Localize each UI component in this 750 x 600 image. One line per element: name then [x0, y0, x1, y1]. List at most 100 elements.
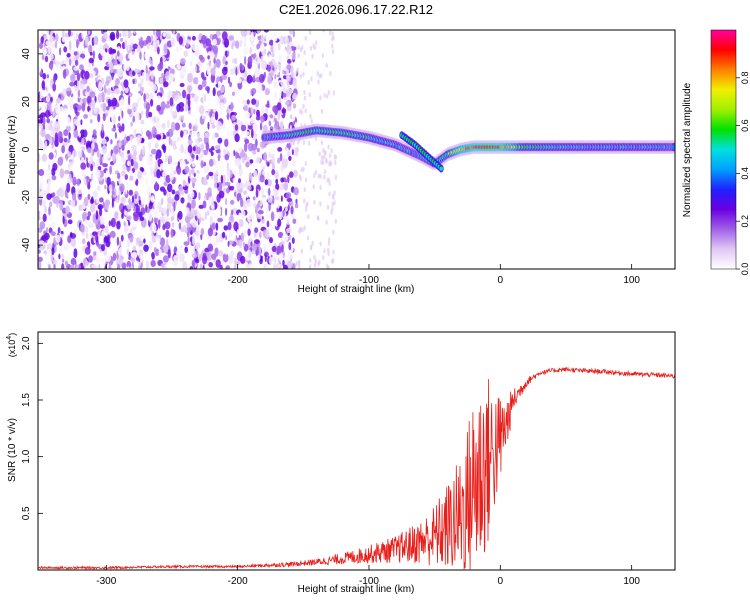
spectrogram-noise-cell [192, 77, 199, 85]
spectrogram-noise-cell [322, 30, 325, 33]
spectrogram-y-tick-label: 20 [21, 96, 32, 108]
spectrogram-noise-cell [111, 189, 115, 196]
spectrogram-noise-cell [88, 156, 94, 163]
spectrogram-noise-cell [136, 134, 142, 144]
spectrogram-noise-cell [60, 189, 65, 198]
spectrogram-noise-cell [166, 208, 169, 217]
spectrogram-noise-cell [290, 205, 294, 215]
spectrogram-noise-cell [104, 225, 109, 234]
spectrogram-noise-cell [89, 91, 96, 98]
spectrogram-noise-cell [311, 240, 314, 246]
spectrogram-noise-cell [57, 39, 61, 47]
spectrogram-noise-cell [120, 234, 124, 242]
spectrogram-noise-cell [266, 220, 270, 228]
spectrogram-noise-cell [52, 83, 57, 92]
spectrogram-noise-cell [99, 197, 104, 203]
colorbar-tick-label: 0.2 [740, 215, 750, 228]
spectrogram-noise-cell [314, 169, 318, 175]
spectrogram-noise-cell [318, 151, 321, 157]
spectrogram-noise-cell [256, 30, 261, 34]
spectrogram-noise-cell [95, 210, 99, 220]
spectrogram-noise-cell [332, 90, 336, 96]
spectrogram-noise-cell [87, 82, 92, 87]
spectrogram-noise-cell [218, 130, 225, 137]
spectrogram-noise-cell [76, 146, 82, 152]
spectrogram-noise-cell [118, 115, 121, 122]
spectrogram-noise-cell [60, 230, 64, 235]
spectrogram-noise-cell [202, 200, 207, 209]
spectrogram-noise-cell [284, 101, 290, 106]
colorbar-label: Normalized spectral amplitude [682, 82, 693, 217]
spectrogram-noise-cell [112, 252, 117, 261]
spectrogram-noise-cell [161, 144, 166, 150]
spectrogram-noise-cell [328, 30, 332, 36]
spectrogram-noise-cell [64, 260, 69, 267]
spectrogram-noise-cell [111, 127, 117, 132]
spectrogram-noise-cell [310, 118, 313, 124]
spectrogram-noise-cell [326, 204, 330, 210]
spectrogram-noise-cell [172, 259, 179, 267]
spectrogram-noise-cell [300, 248, 303, 254]
spectrogram-noise-cell [107, 98, 111, 108]
spectrogram-noise-cell [156, 104, 161, 112]
spectrogram-noise-cell [162, 32, 167, 38]
spectrogram-noise-cell [292, 262, 296, 269]
spectrogram-noise-cell [173, 145, 176, 150]
spectrogram-noise-cell [221, 231, 226, 239]
spectrogram-noise-cell [327, 89, 331, 95]
spectrogram-noise-cell [190, 168, 195, 175]
spectrogram-noise-cell [270, 93, 274, 101]
spectrogram-noise-cell [168, 76, 171, 82]
spectrogram-noise-cell [304, 61, 308, 67]
spectrogram-noise-cell [245, 198, 252, 208]
spectrogram-noise-cell [80, 80, 85, 85]
spectrogram-noise-cell [148, 202, 153, 210]
spectrogram-noise-cell [121, 170, 126, 177]
spectrogram-noise-cell [251, 88, 257, 95]
spectrogram-noise-cell [43, 42, 46, 48]
spectrogram-noise-cell [59, 47, 62, 56]
spectrogram-noise-cell [272, 254, 278, 262]
spectrogram-noise-cell [38, 119, 43, 124]
spectrogram-noise-cell [55, 104, 59, 114]
spectrogram-noise-cell [48, 264, 51, 269]
spectrogram-noise-cell [225, 266, 230, 269]
spectrogram-noise-cell [188, 169, 192, 179]
spectrogram-noise-cell [319, 185, 322, 191]
spectrogram-noise-cell [194, 258, 200, 264]
spectrogram-noise-cell [159, 77, 164, 85]
spectrogram-noise-cell [86, 95, 92, 104]
spectrogram-noise-cell [118, 103, 122, 108]
spectrogram-noise-cell [320, 108, 324, 114]
spectrogram-noise-cell [145, 72, 149, 82]
spectrogram-noise-cell [47, 174, 50, 181]
spectrogram-noise-cell [191, 219, 197, 228]
spectrogram-noise-cell [296, 67, 299, 73]
spectrogram-noise-cell [227, 221, 232, 231]
spectrogram-noise-cell [206, 174, 210, 180]
spectrogram-noise-cell [250, 241, 253, 247]
spectrogram-noise-cell [271, 169, 276, 176]
spectrogram-noise-cell [57, 156, 64, 166]
spectrogram-noise-cell [150, 99, 154, 107]
spectrogram-noise-cell [250, 37, 254, 42]
spectrogram-noise-cell [303, 187, 306, 193]
spectrogram-noise-cell [256, 254, 261, 261]
spectrogram-noise-cell [133, 161, 139, 171]
spectrogram-noise-cell [148, 111, 153, 118]
spectrogram-noise-cell [86, 175, 89, 186]
spectrogram-noise-cell [180, 130, 184, 138]
spectrogram-noise-cell [222, 252, 229, 263]
spectrogram-noise-cell [101, 244, 105, 252]
spectrogram-noise-cell [299, 227, 302, 233]
spectrogram-noise-cell [154, 142, 159, 149]
spectrogram-noise-cell [81, 212, 88, 221]
spectrogram-noise-cell [169, 171, 174, 181]
spectrogram-noise-cell [191, 154, 195, 159]
spectrogram-noise-cell [271, 155, 276, 165]
spectrogram-noise-cell [259, 231, 262, 239]
spectrogram-noise-cell [61, 37, 67, 43]
spectrogram-noise-cell [179, 253, 185, 263]
spectrogram-noise-cell [238, 178, 241, 184]
spectrogram-noise-cell [327, 144, 330, 150]
